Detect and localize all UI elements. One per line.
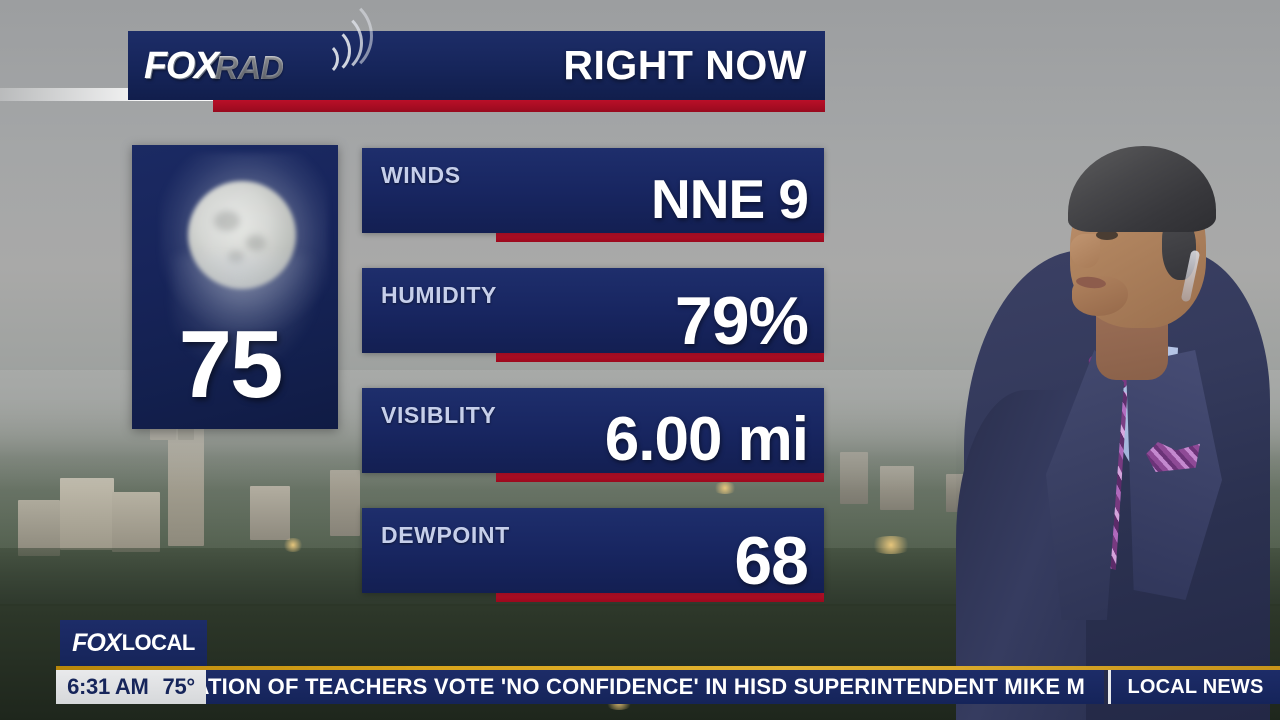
ticker-temperature: 75° xyxy=(162,674,196,699)
row-navy-bar: VISIBLITY 6.00 mi xyxy=(362,388,824,473)
mist-overlay xyxy=(172,255,322,375)
street-light xyxy=(712,482,738,494)
ticker-gold-rule xyxy=(56,666,1280,670)
hazy-moon-icon xyxy=(188,181,296,289)
ticker-headline: FEDERATION OF TEACHERS VOTE 'NO CONFIDEN… xyxy=(206,674,1086,699)
row-dewpoint: DEWPOINT 68 xyxy=(362,508,824,602)
current-conditions-panel: 75 xyxy=(132,145,338,429)
current-temperature: 75 xyxy=(178,311,284,418)
row-label: HUMIDITY xyxy=(381,282,497,308)
ticker-clock: 6:31 AM xyxy=(67,674,149,699)
radar-arcs-icon xyxy=(299,0,377,115)
meteorologist xyxy=(950,60,1280,720)
ticker-divider xyxy=(1108,670,1111,704)
street-light xyxy=(868,536,914,554)
row-label: WINDS xyxy=(381,162,461,188)
eye xyxy=(1096,230,1118,240)
bug-local-text: LOCAL xyxy=(121,630,196,655)
foxrad-header: FOX RAD RIGHT NOW xyxy=(0,0,825,112)
header-red-accent xyxy=(213,98,825,112)
ticker-category: LOCAL NEWS xyxy=(1127,675,1264,698)
row-humidity: HUMIDITY 79% xyxy=(362,268,824,362)
row-navy-bar: HUMIDITY 79% xyxy=(362,268,824,359)
row-label: VISIBLITY xyxy=(381,402,497,428)
ticker-headline-track: FEDERATION OF TEACHERS VOTE 'NO CONFIDEN… xyxy=(206,670,1104,704)
building xyxy=(18,500,60,556)
row-visibility: VISIBLITY 6.00 mi xyxy=(362,388,824,482)
news-ticker: 6:31 AM 75° FEDERATION OF TEACHERS VOTE … xyxy=(56,666,1280,704)
conditions-rows: WINDS NNE 9 HUMIDITY 79% VISIBLITY 6.00 … xyxy=(362,148,824,628)
logo-rad-text: RAD xyxy=(214,49,284,86)
page-title: RIGHT NOW xyxy=(563,42,807,88)
row-value: 6.00 mi xyxy=(604,405,809,474)
building xyxy=(60,478,114,550)
row-label: DEWPOINT xyxy=(381,522,510,548)
ticker-time-temp: 6:31 AM 75° xyxy=(56,670,206,704)
row-value: NNE 9 xyxy=(651,168,809,230)
header-navy-bar: FOX RAD RIGHT NOW xyxy=(128,0,825,100)
foxrad-logo: FOX RAD xyxy=(144,0,373,91)
row-red-underline xyxy=(496,473,824,482)
nose xyxy=(1070,234,1100,268)
row-value: 79% xyxy=(674,283,809,359)
row-navy-bar: DEWPOINT 68 xyxy=(362,508,824,599)
row-red-underline xyxy=(496,353,824,362)
hair xyxy=(1068,146,1216,232)
bug-fox-text: FOX xyxy=(72,628,121,657)
street-light xyxy=(282,538,304,552)
building xyxy=(112,492,160,552)
building xyxy=(250,486,290,540)
ticker-category-box: LOCAL NEWS xyxy=(1111,670,1280,704)
row-winds: WINDS NNE 9 xyxy=(362,148,824,242)
logo-fox-text: FOX xyxy=(144,44,219,87)
row-red-underline xyxy=(496,593,824,602)
row-value: 68 xyxy=(734,523,809,599)
header-title-wrap: RIGHT NOW xyxy=(563,31,807,100)
fox-local-bug: FOX LOCAL xyxy=(60,620,207,666)
row-red-underline xyxy=(496,233,824,242)
row-navy-bar: WINDS NNE 9 xyxy=(362,148,824,233)
